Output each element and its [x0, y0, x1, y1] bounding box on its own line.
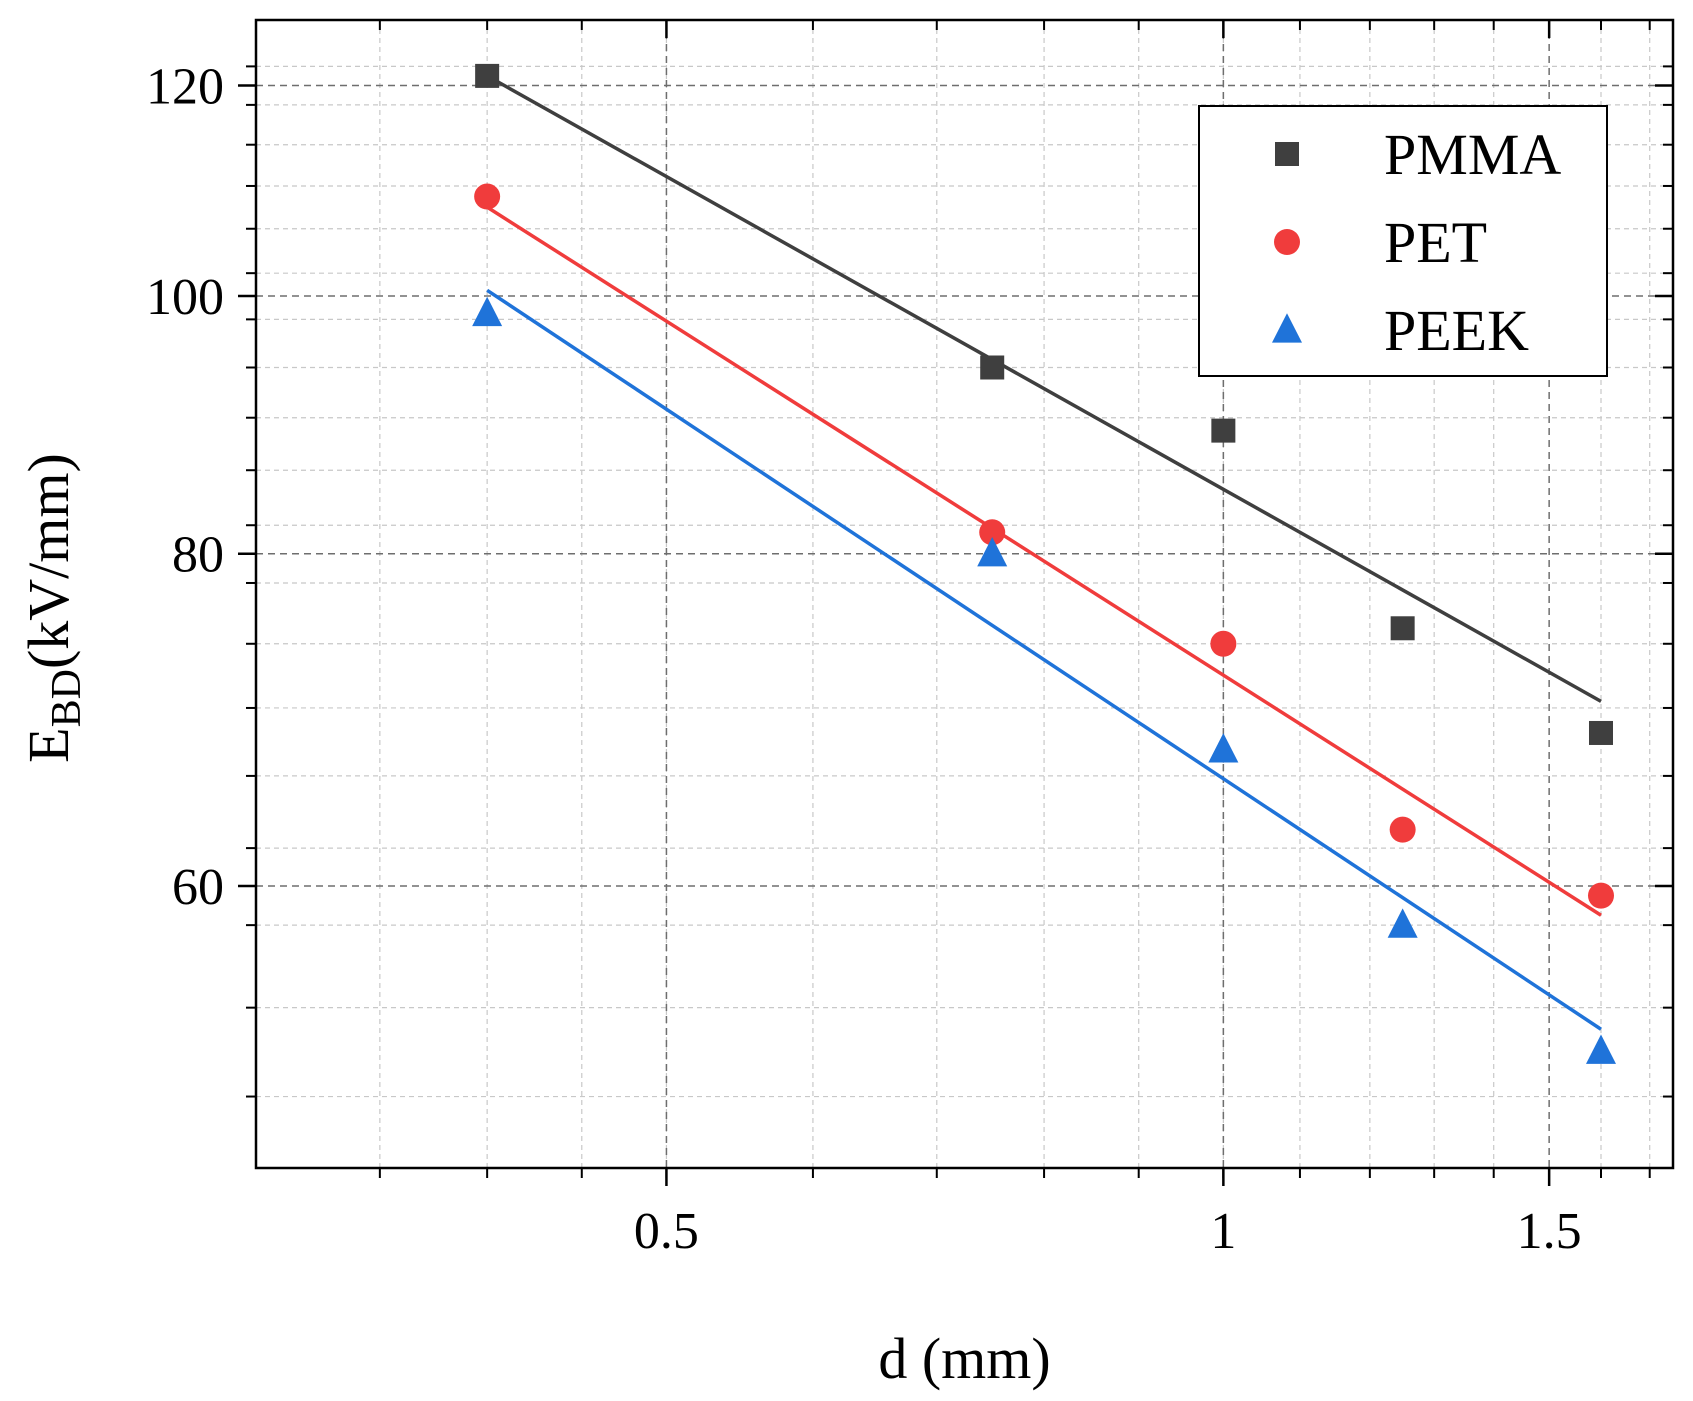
data-point-peek — [1208, 733, 1239, 763]
legend-label-pmma: PMMA — [1384, 122, 1561, 187]
x-axis-title: d (mm) — [878, 1326, 1050, 1391]
data-point-peek — [1585, 1034, 1616, 1064]
y-tick-label: 120 — [146, 58, 224, 115]
y-axis-title-main: E — [16, 727, 81, 762]
legend-marker-peek — [1272, 313, 1302, 343]
fit-line-pmma — [486, 74, 1602, 703]
legend-marker-pet — [1274, 229, 1300, 255]
data-point-pmma — [980, 355, 1005, 380]
data-point-peek — [472, 296, 503, 327]
fit-lines — [486, 74, 1602, 1031]
y-axis-title: EBD(kV/mm) — [16, 453, 90, 763]
data-point-pet — [474, 183, 501, 210]
fit-line-peek — [486, 288, 1602, 1031]
data-point-pmma — [1390, 616, 1415, 641]
data-points — [472, 63, 1616, 1064]
axis-ticks: 0.5 1 1.5 60 80 100 120 — [146, 20, 1673, 1260]
data-point-pmma — [475, 63, 500, 88]
x-tick-label: 1 — [1210, 1203, 1236, 1260]
y-tick-label: 80 — [172, 527, 224, 584]
legend-marker-pmma — [1275, 142, 1299, 166]
data-point-peek — [977, 536, 1008, 567]
data-point-pmma — [1588, 720, 1613, 745]
legend-label-peek: PEEK — [1384, 298, 1529, 363]
data-point-pet — [979, 519, 1006, 546]
data-point-peek — [1387, 908, 1418, 938]
data-point-pet — [1389, 816, 1416, 843]
legend-label-pet: PET — [1384, 210, 1487, 275]
y-tick-label: 60 — [172, 859, 224, 916]
y-tick-label: 100 — [146, 269, 224, 326]
fit-line-pet — [486, 205, 1602, 917]
x-tick-label: 0.5 — [634, 1203, 699, 1260]
legend-box — [1198, 105, 1608, 377]
y-axis-title-subscript: BD — [44, 669, 90, 727]
plot-area-frame — [254, 18, 1675, 1170]
data-point-pet — [1587, 882, 1614, 909]
data-point-pmma — [1211, 418, 1236, 443]
legend: PMMA PET PEEK — [1198, 105, 1608, 377]
x-tick-label: 1.5 — [1517, 1203, 1582, 1260]
y-axis-title-unit: (kV/mm) — [16, 453, 81, 669]
data-point-pet — [1210, 630, 1237, 657]
